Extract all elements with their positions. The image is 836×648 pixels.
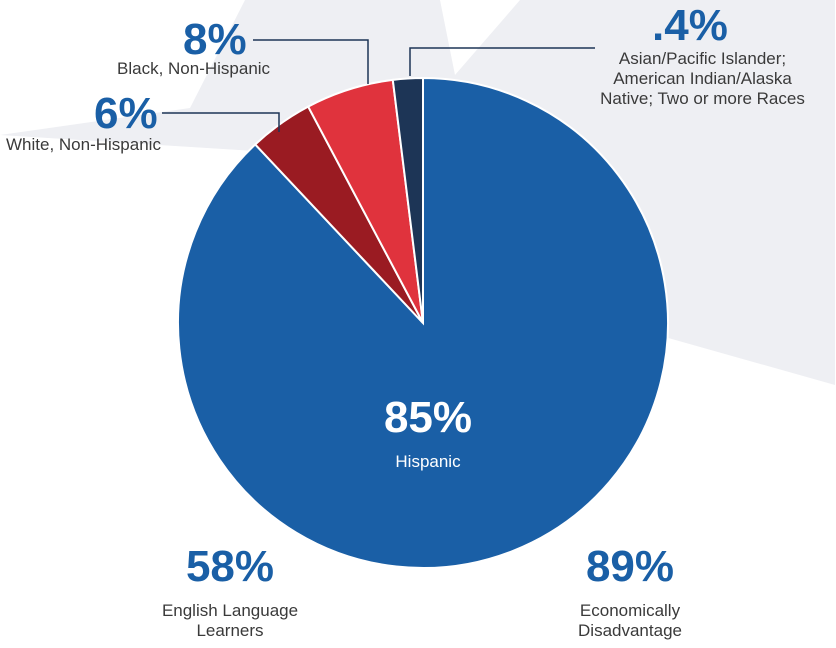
ell-label-line-1: English Language (161, 601, 299, 620)
econ-pct-label: 89% (585, 542, 675, 591)
hispanic-category-label: Hispanic (395, 452, 461, 471)
econ-label-line-1: Economically (579, 601, 681, 620)
asian-label-line-3: Native; Two or more Races (600, 89, 805, 108)
econ-label: Economically Disadvantage (510, 601, 750, 641)
white-pct-label: 6% (94, 89, 158, 138)
white-category-label: White, Non-Hispanic (6, 135, 161, 154)
leader-line-white (162, 112, 280, 132)
black-category-label: Black, Non-Hispanic (117, 59, 271, 78)
econ-label-line-2: Disadvantage (578, 621, 682, 640)
ell-label: English Language Learners (110, 601, 350, 641)
leader-line-asian (409, 47, 595, 76)
hispanic-pct-label: 85% (383, 393, 473, 442)
asian-pct-label: .4% (652, 1, 728, 50)
asian-label-line-2: American Indian/Alaska (613, 69, 792, 88)
asian-category-label: Asian/Pacific Islander; American Indian/… (570, 49, 835, 109)
ell-label-line-2: Learners (196, 621, 264, 640)
black-pct-label: 8% (183, 15, 247, 64)
ell-pct-label: 58% (185, 542, 275, 591)
leader-line-black (253, 39, 369, 84)
pie-slice-asian-other (391, 76, 424, 324)
asian-label-line-1: Asian/Pacific Islander; (618, 49, 787, 68)
